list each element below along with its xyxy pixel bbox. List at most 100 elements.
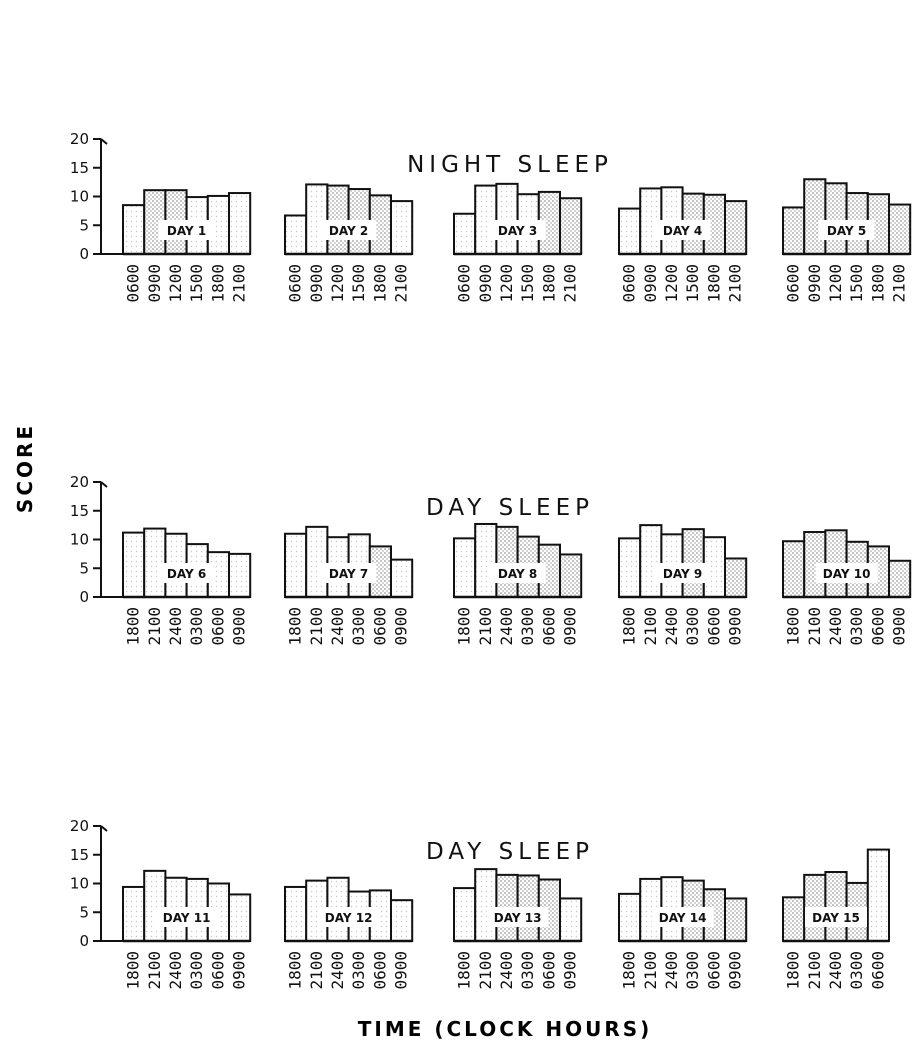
bar — [559, 897, 583, 943]
day-label: DAY 14 — [659, 911, 707, 925]
day-label: DAY 15 — [812, 911, 860, 925]
x-tick-label: 0600 — [784, 264, 803, 303]
y-tick-label: 0 — [79, 588, 89, 606]
x-tick-label: 0600 — [868, 951, 887, 990]
day-label: DAY 10 — [823, 567, 871, 581]
day-label: DAY 9 — [663, 567, 702, 581]
day-label-box — [486, 907, 549, 927]
bar — [390, 899, 414, 942]
bar — [782, 540, 806, 598]
day-label-box — [158, 220, 215, 240]
x-tick-label: 2100 — [476, 607, 495, 646]
x-tick-label: 2100 — [230, 264, 249, 303]
x-tick-label: 2400 — [826, 951, 845, 990]
x-tick-label: 1500 — [847, 264, 866, 303]
bar — [453, 887, 477, 942]
x-tick-label: 1800 — [704, 264, 723, 303]
x-tick-label: 2100 — [145, 951, 164, 990]
bar — [122, 885, 146, 943]
x-tick-label: 0600 — [539, 951, 558, 990]
day-label-box — [805, 907, 867, 927]
x-tick-label: 0300 — [847, 951, 866, 990]
x-tick-label: 2400 — [328, 951, 347, 990]
x-tick-label: 1800 — [620, 607, 639, 646]
day-group: DAY 3 0600 0900 1200 1500 1800 2100 — [453, 182, 583, 303]
bar — [122, 204, 146, 255]
x-tick-label: 0900 — [307, 264, 326, 303]
x-tick-label: 1800 — [455, 607, 474, 646]
bar — [803, 178, 827, 255]
x-tick-label: 2100 — [145, 607, 164, 646]
bar — [453, 537, 477, 598]
bar — [453, 212, 477, 255]
y-tick-label: 20 — [70, 473, 89, 491]
day-label: DAY 4 — [663, 224, 702, 238]
x-tick-label: 1800 — [784, 951, 803, 990]
x-tick-label: 0600 — [539, 607, 558, 646]
day-label-box — [654, 563, 711, 583]
day-label: DAY 2 — [329, 224, 368, 238]
day-label-box — [320, 220, 377, 240]
x-tick-label: 0300 — [847, 607, 866, 646]
bar — [284, 532, 308, 598]
bar — [888, 203, 912, 256]
x-tick-label: 1200 — [166, 264, 185, 303]
x-tick-label: 2100 — [805, 607, 824, 646]
y-tick-label: 5 — [79, 903, 89, 921]
bar — [618, 537, 642, 598]
x-tick-label: 1800 — [208, 264, 227, 303]
x-tick-label: 0300 — [349, 607, 368, 646]
bar — [866, 848, 890, 943]
x-tick-label: 0600 — [704, 607, 723, 646]
bar — [618, 892, 642, 942]
bar — [143, 869, 167, 942]
day-group: DAY 14 1800 2100 2400 0300 0600 0900 — [618, 876, 748, 990]
day-label: DAY 7 — [329, 567, 368, 581]
day-label-box — [155, 907, 218, 927]
x-tick-label: 1200 — [328, 264, 347, 303]
x-tick-label: 0600 — [370, 607, 389, 646]
day-label-box — [317, 907, 380, 927]
x-tick-label: 2400 — [497, 607, 516, 646]
day-group: DAY 9 1800 2100 2400 0300 0600 0900 — [618, 524, 748, 646]
bar — [143, 527, 167, 599]
day-group: DAY 13 1800 2100 2400 0300 0600 0900 — [453, 868, 583, 990]
y-axis-cap — [100, 481, 108, 488]
x-tick-label: 0600 — [208, 951, 227, 990]
y-tick-label: 15 — [70, 159, 89, 177]
x-tick-label: 2400 — [826, 607, 845, 646]
bar — [474, 868, 498, 942]
day-label-box — [320, 563, 377, 583]
bar — [724, 557, 748, 598]
x-tick-label: 0600 — [868, 607, 887, 646]
bar — [824, 182, 848, 255]
x-tick-label: 1500 — [683, 264, 702, 303]
bar — [724, 200, 748, 256]
bar — [495, 182, 519, 256]
day-group: DAY 12 1800 2100 2400 0300 0600 0900 — [284, 876, 414, 990]
x-tick-label: 1800 — [868, 264, 887, 303]
x-tick-label: 0900 — [641, 264, 660, 303]
x-tick-label: 2100 — [890, 264, 909, 303]
x-tick-label: 0600 — [704, 951, 723, 990]
day-label: DAY 6 — [167, 567, 206, 581]
x-tick-label: 0900 — [726, 951, 745, 990]
day-label: DAY 3 — [498, 224, 537, 238]
bar — [782, 206, 806, 256]
x-tick-label: 2100 — [641, 607, 660, 646]
x-tick-label: 0300 — [187, 951, 206, 990]
x-tick-label: 0300 — [349, 951, 368, 990]
x-tick-label: 0600 — [208, 607, 227, 646]
x-tick-label: 1800 — [784, 607, 803, 646]
y-axis-cap — [100, 825, 108, 832]
day-label-box — [818, 220, 875, 240]
bar — [782, 896, 806, 942]
x-tick-label: 1500 — [187, 264, 206, 303]
x-tick-label: 2100 — [805, 951, 824, 990]
x-tick-label: 2100 — [392, 264, 411, 303]
bar — [495, 525, 519, 598]
day-group: DAY 2 0600 0900 1200 1500 1800 2100 — [284, 183, 414, 303]
